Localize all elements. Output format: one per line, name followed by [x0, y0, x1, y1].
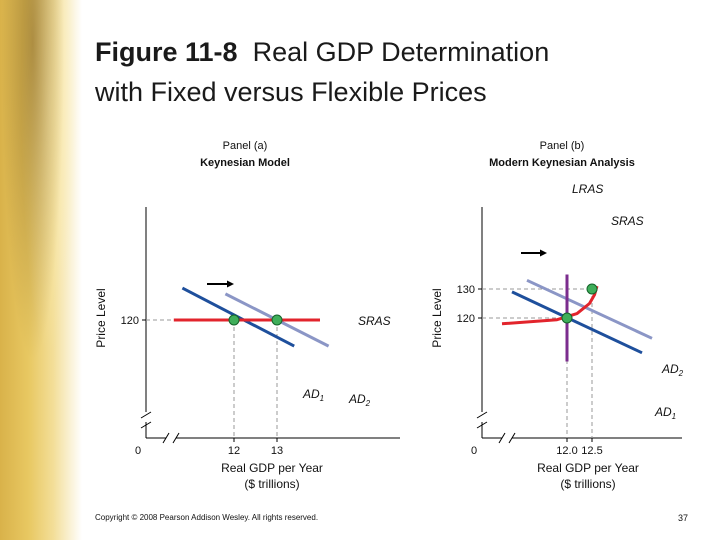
y-axis-label: Price Level	[94, 288, 108, 347]
x-axis-break-mark	[172, 432, 180, 444]
title-figure-number: Figure 11-8	[95, 37, 238, 67]
series-label-lras: LRAS	[572, 182, 603, 196]
shift-arrow-head	[227, 280, 234, 288]
page-number: 37	[678, 513, 689, 523]
title-text: Real GDP Determination	[252, 37, 550, 67]
x-axis-break-mark	[498, 432, 506, 444]
x-tick-label: 12	[228, 445, 240, 457]
x-tick-label: 13	[271, 445, 283, 457]
equilibrium-point	[228, 314, 240, 326]
panel-title: Modern Keynesian Analysis	[489, 157, 635, 169]
y-tick-label: 130	[457, 284, 475, 296]
y-axis-break-mark	[140, 411, 152, 419]
y-axis-break-mark	[476, 411, 488, 419]
x-axis-break-mark	[162, 432, 170, 444]
origin-label: 0	[471, 445, 477, 457]
x-axis-label: Real GDP per Year	[537, 461, 639, 475]
equilibrium-point	[561, 312, 573, 324]
y-tick-label: 120	[457, 313, 475, 325]
series-label-ad2: AD2	[348, 392, 371, 408]
x-axis-unit: ($ trillions)	[244, 477, 299, 491]
y-axis-break-mark	[476, 421, 488, 429]
y-axis-label: Price Level	[430, 288, 444, 347]
x-tick-label: 12.0	[556, 445, 577, 457]
x-tick-label: 12.5	[581, 445, 602, 457]
shift-arrow-head	[540, 249, 547, 257]
series-label-ad1: AD1	[654, 405, 676, 421]
chart-panel-b: Panel (b) Modern Keynesian Analysis 0 Price…	[430, 140, 684, 491]
y-axis-break-mark	[140, 421, 152, 429]
panel-label: Panel (b)	[540, 140, 585, 152]
series-line-ad2	[526, 278, 653, 340]
series-label-sras: SRAS	[611, 214, 644, 228]
series-line-ad1	[511, 290, 643, 355]
title-text-line2: with Fixed versus Flexible Prices	[95, 77, 487, 107]
copyright-notice: Copyright © 2008 Pearson Addison Wesley.…	[95, 513, 319, 522]
chart-panel-a: Panel (a) Keynesian Model 0 Price Level Real…	[94, 140, 400, 491]
series-label-sras: SRAS	[358, 314, 391, 328]
slide-title: Figure 11-8 Real GDP Determination with …	[95, 32, 695, 112]
origin-label: 0	[135, 445, 141, 457]
y-tick-label: 120	[121, 315, 139, 327]
decorative-side-strip	[0, 0, 82, 540]
x-axis-break-mark	[508, 432, 516, 444]
series-label-ad1: AD1	[302, 387, 324, 403]
panel-label: Panel (a)	[223, 140, 268, 152]
series-label-ad2: AD2	[661, 362, 684, 378]
equilibrium-point	[586, 283, 598, 295]
equilibrium-point	[271, 314, 283, 326]
x-axis-unit: ($ trillions)	[560, 477, 615, 491]
x-axis-label: Real GDP per Year	[221, 461, 323, 475]
panel-title: Keynesian Model	[200, 157, 290, 169]
